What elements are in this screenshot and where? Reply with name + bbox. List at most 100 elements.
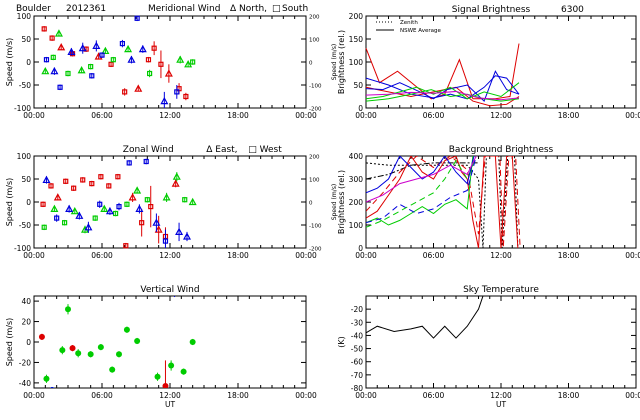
data-point (116, 351, 122, 358)
x-tick-label: 18:00 (558, 391, 580, 400)
series-line-6 (366, 156, 475, 194)
data-point (84, 223, 93, 231)
x-axis-label: UT (165, 400, 175, 409)
data-point (112, 210, 119, 217)
y-axis-label: Brightness (rel.) (337, 170, 346, 234)
plot-frame (33, 155, 307, 249)
data-point (162, 382, 169, 388)
y-tick-label: -40 (351, 331, 363, 340)
x-tick-label: 06:00 (423, 391, 445, 400)
data-point (134, 337, 141, 344)
data-point (180, 368, 187, 375)
x-tick-label: 00:00 (355, 391, 377, 400)
data-point (88, 63, 94, 70)
y2-tick-label: 0 (309, 201, 313, 207)
header-site: Boulder (16, 4, 51, 14)
data-point (97, 344, 104, 351)
x-tick-label: 06:00 (423, 251, 445, 260)
header-title: Meridional Wind (148, 4, 220, 14)
data-point (154, 225, 163, 233)
x-tick-label: 12:00 (490, 251, 512, 260)
data-point (70, 206, 79, 215)
data-point (65, 70, 71, 77)
data-point (71, 185, 77, 191)
x-tick-label: 12:00 (490, 391, 512, 400)
series-1 (41, 172, 197, 234)
data-point (99, 52, 105, 58)
data-point (43, 57, 50, 63)
data-point (65, 204, 74, 212)
series-line-3 (366, 156, 521, 248)
data-point (183, 93, 189, 100)
data-point (145, 57, 152, 63)
data-point (148, 204, 154, 210)
data-point (50, 54, 56, 61)
data-point (164, 69, 173, 77)
data-point (171, 179, 180, 187)
data-point (50, 66, 59, 75)
data-point (138, 44, 147, 53)
data-point (172, 172, 181, 180)
data-point (189, 339, 196, 345)
data-point (105, 206, 114, 215)
series-1 (41, 29, 196, 78)
series-2 (42, 158, 192, 248)
data-point (54, 29, 63, 37)
data-point (87, 351, 94, 358)
north-triangle-icon: Δ (230, 4, 237, 14)
data-point (184, 60, 193, 68)
data-point (176, 55, 185, 63)
x-tick-label: 00:00 (295, 391, 317, 400)
y-tick-label: 200 (349, 198, 364, 207)
series-0 (41, 26, 189, 101)
data-point (78, 43, 87, 52)
data-point (97, 201, 103, 207)
x-tick-label: 06:00 (91, 251, 113, 260)
data-point (190, 59, 196, 65)
y2-tick-label: 200 (309, 15, 320, 21)
series-line-5 (365, 89, 520, 102)
x-tick-label: 00:00 (295, 251, 317, 260)
x-tick-label: 00:00 (625, 111, 640, 120)
data-point (162, 238, 169, 244)
series-line (366, 296, 484, 339)
data-point (188, 197, 197, 206)
chart-sky: -80 -70 -60 -50 -40 -30 -20 (K) Sky Temperature 0… (337, 285, 640, 409)
series-line-8 (366, 156, 477, 203)
y-tick-label: 0 (358, 244, 363, 253)
chart-title-value: 6300 (561, 5, 584, 15)
plot-frame (33, 15, 307, 109)
y-axis-label: Speed (m/s) (5, 178, 14, 227)
data-point (127, 55, 136, 63)
y-tick-label: 50 (353, 81, 363, 90)
series-2 (43, 15, 180, 108)
series-line-1 (366, 162, 479, 180)
y-tick-label: -60 (351, 358, 363, 367)
data-point (182, 232, 192, 240)
data-point (100, 204, 109, 212)
y-tick-label: 100 (349, 58, 364, 67)
chart-title: Zonal Wind (123, 145, 174, 155)
header: Boulder 2012361 Meridional Wind Δ North,… (16, 4, 308, 14)
x-tick-label: 12:00 (159, 111, 181, 120)
data-point (147, 70, 153, 77)
data-point (92, 215, 98, 221)
data-point (67, 47, 76, 55)
x-tick-label: 00:00 (23, 391, 45, 400)
y-tick-label: -80 (351, 384, 363, 393)
data-point (174, 89, 180, 95)
data-point (75, 211, 84, 219)
chart-zonal: -100 -50 0 50 100 -200 -100 0 100 200 Speed (m/s) S… (5, 145, 338, 260)
y-tick-label: 50 (21, 175, 31, 184)
data-point (40, 201, 46, 207)
series-line-2 (366, 156, 519, 248)
series-line-3 (365, 75, 520, 100)
data-point (122, 89, 128, 95)
legend-east: Δ East, (206, 145, 237, 155)
y-tick-label: -100 (14, 244, 31, 253)
legend-zenith: Zenith (400, 20, 418, 26)
series-line-6 (365, 90, 520, 101)
chart-title: Sky Temperature (463, 285, 539, 295)
